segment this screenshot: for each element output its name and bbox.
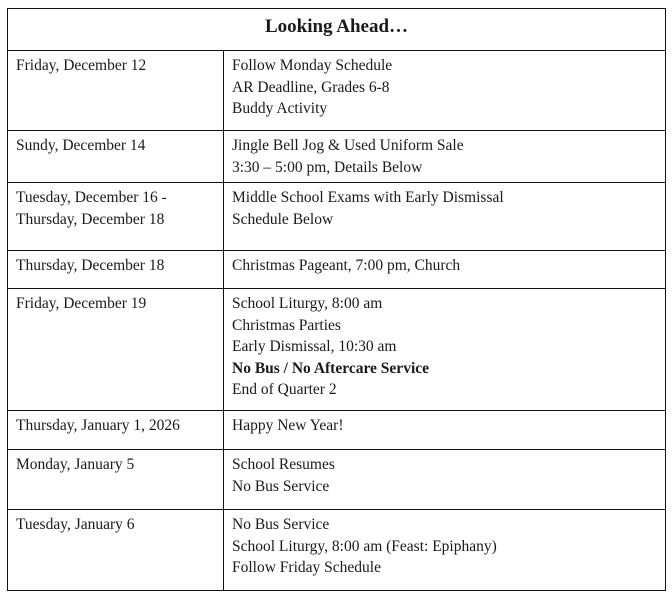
events-cell: School Resumes No Bus Service <box>223 449 666 510</box>
events-cell: Follow Monday Schedule AR Deadline, Grade… <box>223 50 666 131</box>
event-text: Christmas Parties <box>232 316 341 334</box>
event-text: Middle School Exams with Early Dismissal <box>232 189 504 206</box>
date-text: Friday, December 19 <box>16 295 147 312</box>
date-text: Thursday, December 18 <box>16 210 165 228</box>
events-cell: School Liturgy, 8:00 am Christmas Parties… <box>223 288 666 411</box>
event-text: Christmas Pageant, 7:00 pm, Church <box>232 257 461 274</box>
schedule-table: Looking Ahead… Friday, December 12 Follow… <box>7 8 666 591</box>
table-row: Sundy, December 14 Jingle Bell Jog & Used… <box>7 130 666 183</box>
table-row: Thursday, December 18 Christmas Pageant, … <box>7 250 666 289</box>
date-cell: Tuesday, December 16 - Thursday, December… <box>7 182 224 251</box>
table-row: Monday, January 5 School Resumes No Bus Se… <box>7 449 666 510</box>
event-text: Follow Monday Schedule <box>232 57 393 74</box>
event-text: Jingle Bell Jog & Used Uniform Sale <box>232 137 464 154</box>
event-text: Early Dismissal, 10:30 am <box>232 338 397 356</box>
date-cell: Monday, January 5 <box>7 449 224 510</box>
table-row: Tuesday, January 6 No Bus Service School L… <box>7 509 666 591</box>
event-text: No Bus Service <box>232 477 330 495</box>
date-cell: Thursday, December 18 <box>7 250 224 289</box>
date-cell: Sundy, December 14 <box>7 130 224 183</box>
event-text: AR Deadline, Grades 6-8 <box>232 78 390 96</box>
title-row: Looking Ahead… <box>7 8 666 51</box>
table-row: Thursday, January 1, 2026 Happy New Year! <box>7 410 666 450</box>
events-cell: Happy New Year! <box>223 410 666 450</box>
events-cell: Christmas Pageant, 7:00 pm, Church <box>223 250 666 289</box>
date-cell: Friday, December 19 <box>7 288 224 411</box>
date-cell: Friday, December 12 <box>7 50 224 131</box>
date-text: Monday, January 5 <box>16 456 135 473</box>
date-text: Thursday, December 18 <box>16 257 165 274</box>
event-text: Follow Friday Schedule <box>232 559 381 577</box>
event-text: No Bus Service <box>232 516 330 533</box>
date-text: Thursday, January 1, 2026 <box>16 417 180 434</box>
event-text: Buddy Activity <box>232 100 328 118</box>
event-text: 3:30 – 5:00 pm, Details Below <box>232 158 423 176</box>
event-text: End of Quarter 2 <box>232 381 337 399</box>
date-text: Friday, December 12 <box>16 57 147 74</box>
event-text: Schedule Below <box>232 210 334 228</box>
events-cell: Middle School Exams with Early Dismissal… <box>223 182 666 251</box>
date-text: Tuesday, December 16 - <box>16 189 167 206</box>
event-text: School Liturgy, 8:00 am (Feast: Epiphany… <box>232 537 497 555</box>
events-cell: Jingle Bell Jog & Used Uniform Sale 3:30 … <box>223 130 666 183</box>
table-title: Looking Ahead… <box>7 8 666 51</box>
date-cell: Tuesday, January 6 <box>7 509 224 591</box>
events-cell: No Bus Service School Liturgy, 8:00 am (F… <box>223 509 666 591</box>
date-cell: Thursday, January 1, 2026 <box>7 410 224 450</box>
table-row: Tuesday, December 16 - Thursday, December… <box>7 182 666 251</box>
event-text: No Bus / No Aftercare Service <box>232 359 430 377</box>
event-text: School Resumes <box>232 456 335 473</box>
table-row: Friday, December 12 Follow Monday Schedul… <box>7 50 666 131</box>
table-row: Friday, December 19 School Liturgy, 8:00 … <box>7 288 666 411</box>
date-text: Sundy, December 14 <box>16 137 146 154</box>
event-text: School Liturgy, 8:00 am <box>232 295 383 312</box>
date-text: Tuesday, January 6 <box>16 516 135 533</box>
event-text: Happy New Year! <box>232 417 344 434</box>
